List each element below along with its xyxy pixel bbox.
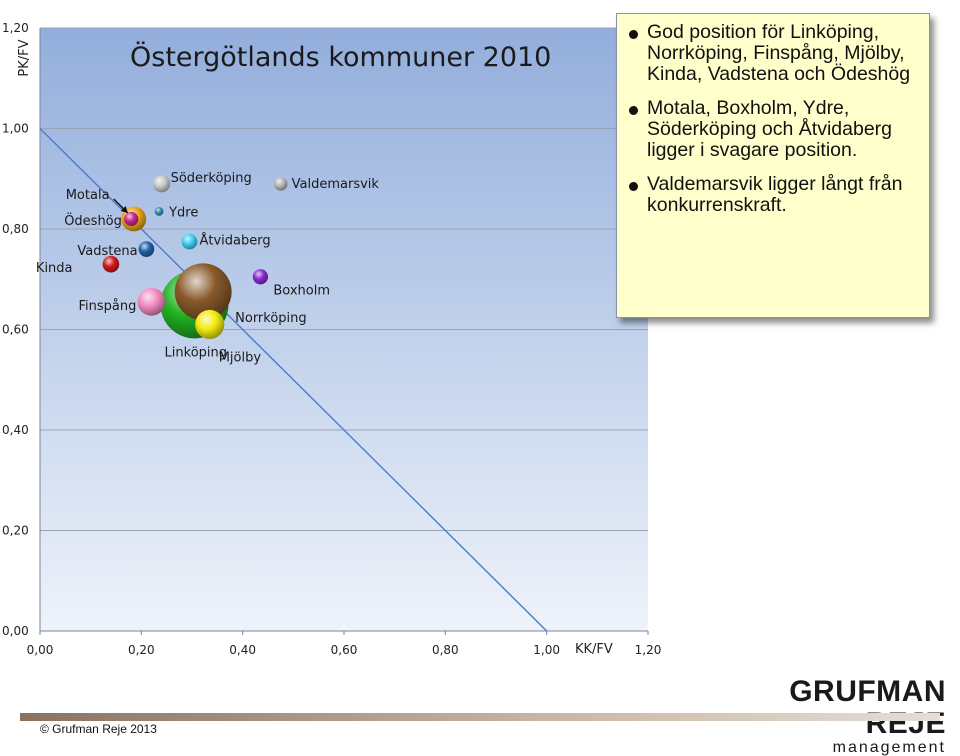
y-tick-label: 0,40: [2, 423, 29, 437]
x-tick-label: 0,20: [128, 643, 155, 657]
info-bullet-1: God position för Linköping, Norrköping, …: [627, 22, 921, 85]
bubble-label-söderköping: Söderköping: [171, 171, 252, 186]
x-tick-label: 1,20: [635, 643, 662, 657]
bubble-label-åtvidaberg: Åtvidaberg: [199, 233, 270, 249]
x-tick-label: 0,80: [432, 643, 459, 657]
x-tick-label: 0,60: [331, 643, 358, 657]
bubble-boxholm: [252, 269, 269, 285]
bubble-labels: Motala Ödeshög Vadstena Kinda Finspång Söderk…: [36, 171, 379, 366]
footer-bar: [20, 713, 940, 721]
bubble-label-vadstena: Vadstena: [77, 244, 137, 259]
x-tick-label: 0,40: [229, 643, 256, 657]
info-bullet-3: Valdemarsvik ligger långt från konkurren…: [627, 174, 921, 216]
bubble-label-motala: Motala: [66, 188, 110, 203]
x-tick-label: 1,00: [533, 643, 560, 657]
bubble-valdemarsvik: [273, 176, 288, 191]
bubble-chart: 0,00 0,20 0,40 0,60 0,80 1,00 1,20 0,00 0,20 0,40…: [2, 21, 662, 657]
bubble-finspång: [137, 287, 166, 316]
bubble-söderköping: [153, 175, 171, 193]
bubble-label-finspång: Finspång: [78, 299, 136, 314]
y-tick-label: 1,00: [2, 122, 29, 136]
bubble-åtvidaberg: [181, 233, 198, 250]
bubble-label-valdemarsvik: Valdemarsvik: [292, 177, 380, 192]
bubble-mjölby: [195, 309, 225, 340]
info-bullets: God position för Linköping, Norrköping, …: [627, 22, 921, 216]
bubble-label-ydre: Ydre: [168, 205, 198, 220]
bubble-label-kinda: Kinda: [36, 261, 73, 276]
x-axis-title: KK/FV: [575, 642, 613, 657]
logo-sub-text: management: [832, 739, 946, 756]
bubble-ydre: [154, 207, 164, 216]
bubble-ödeshög: [124, 211, 139, 227]
bubble-vadstena: [138, 241, 155, 257]
y-tick-label: 1,20: [2, 21, 29, 35]
chart-title: Östergötlands kommuner 2010: [130, 41, 551, 73]
y-tick-label: 0,80: [2, 222, 29, 236]
bubble-kinda: [102, 255, 120, 273]
info-bullet-2: Motala, Boxholm, Ydre, Söderköping och Å…: [627, 98, 921, 161]
y-tick-label: 0,00: [2, 624, 29, 638]
y-tick-label: 0,20: [2, 524, 29, 538]
y-axis-title: PK/FV: [17, 39, 32, 76]
copyright-text: © Grufman Reje 2013: [40, 722, 157, 736]
bubble-label-norrköping: Norrköping: [235, 311, 307, 326]
info-box: God position för Linköping, Norrköping, …: [616, 13, 930, 318]
x-tick-label: 0,00: [27, 643, 54, 657]
bubble-label-ödeshög: Ödeshög: [64, 212, 122, 229]
bubble-norrköping: [174, 263, 232, 321]
logo-main-text: GRUFMAN REJE: [789, 675, 946, 740]
y-tick-label: 0,60: [2, 323, 29, 337]
bubble-label-linköping: Linköping: [165, 345, 227, 360]
motala-arrow: [113, 198, 129, 214]
bubble-label-mjölby: Mjölby: [219, 350, 262, 365]
bubble-label-boxholm: Boxholm: [273, 284, 330, 299]
